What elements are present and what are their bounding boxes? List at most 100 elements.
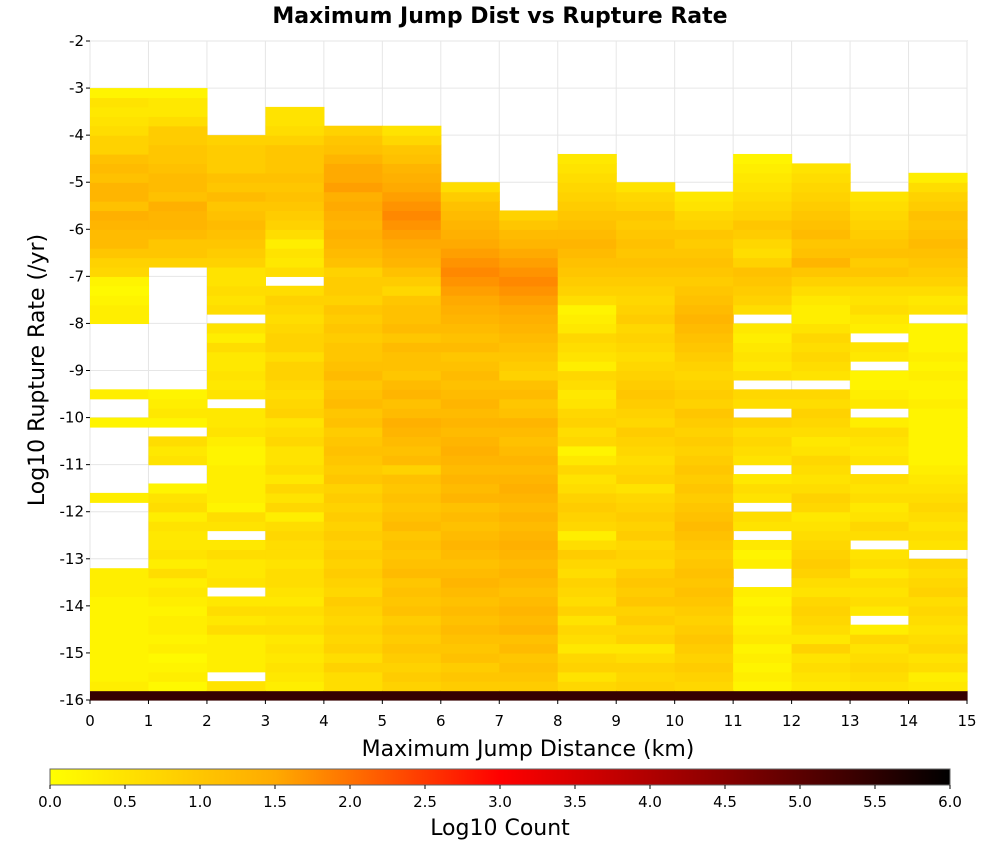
heatmap-cell <box>90 210 150 221</box>
heatmap-cell <box>382 276 442 287</box>
heatmap-cell <box>674 511 734 522</box>
heatmap-cell <box>674 690 734 701</box>
heatmap-cell <box>90 144 150 155</box>
heatmap-cell <box>148 219 208 230</box>
heatmap-cell <box>616 285 676 296</box>
heatmap-cell <box>206 370 266 381</box>
heatmap-cell <box>440 568 500 579</box>
heatmap-cell <box>148 455 208 466</box>
heatmap-cell <box>382 379 442 390</box>
heatmap-cell <box>791 182 851 193</box>
heatmap-cell <box>148 539 208 550</box>
heatmap-cell <box>616 229 676 240</box>
heatmap-cell <box>206 596 266 607</box>
heatmap-cell <box>90 605 150 616</box>
heatmap-cell <box>148 88 208 99</box>
heatmap-cell <box>791 342 851 353</box>
heatmap-cell <box>616 671 676 682</box>
heatmap-cell <box>674 426 734 437</box>
heatmap-cell <box>148 144 208 155</box>
heatmap-cell <box>791 530 851 541</box>
heatmap-cell <box>382 295 442 306</box>
heatmap-cell <box>791 304 851 315</box>
heatmap-cell <box>382 474 442 485</box>
heatmap-cell <box>382 577 442 588</box>
heatmap-cell <box>148 389 208 400</box>
heatmap-cell <box>908 615 968 626</box>
heatmap-cell <box>499 671 559 682</box>
heatmap-cell <box>908 662 968 673</box>
heatmap-cell <box>850 351 910 362</box>
heatmap-cell <box>148 125 208 136</box>
heatmap-cell <box>908 379 968 390</box>
heatmap-cell <box>323 483 383 494</box>
heatmap-cell <box>850 652 910 663</box>
heatmap-cell <box>674 596 734 607</box>
heatmap-cell <box>557 248 617 259</box>
y-tick-label: -14 <box>60 597 85 615</box>
heatmap-cell <box>440 436 500 447</box>
heatmap-cell <box>90 163 150 174</box>
heatmap-cell <box>850 483 910 494</box>
heatmap-cell <box>206 417 266 428</box>
heatmap-cell <box>206 643 266 654</box>
heatmap-cell <box>90 285 150 296</box>
heatmap-cell <box>674 492 734 503</box>
heatmap-cell <box>148 398 208 409</box>
heatmap-cell <box>733 474 793 485</box>
heatmap-cell <box>616 379 676 390</box>
heatmap-cell <box>206 201 266 212</box>
heatmap-cell <box>791 652 851 663</box>
heatmap-cell <box>791 577 851 588</box>
heatmap-cell <box>791 219 851 230</box>
heatmap-cell <box>499 624 559 635</box>
heatmap-cell <box>733 248 793 259</box>
heatmap-cell <box>557 238 617 249</box>
heatmap-cell <box>733 671 793 682</box>
heatmap-cell <box>850 370 910 381</box>
heatmap-cell <box>382 248 442 259</box>
heatmap-cell <box>323 389 383 400</box>
heatmap-cell <box>323 191 383 202</box>
heatmap-cell <box>616 492 676 503</box>
heatmap-cell <box>148 248 208 259</box>
heatmap-cell <box>850 577 910 588</box>
colorbar-tick-label: 1.0 <box>188 793 212 811</box>
heatmap-cell <box>557 389 617 400</box>
heatmap-cell <box>265 530 325 541</box>
heatmap-cell <box>850 662 910 673</box>
heatmap-cell <box>908 521 968 532</box>
heatmap-cell <box>265 624 325 635</box>
heatmap-cell <box>206 492 266 503</box>
heatmap-cell <box>908 530 968 541</box>
heatmap-cell <box>850 671 910 682</box>
heatmap-cell <box>616 539 676 550</box>
heatmap-cell <box>674 276 734 287</box>
x-tick-label: 2 <box>202 712 212 730</box>
heatmap-cell <box>850 210 910 221</box>
heatmap-cell <box>323 295 383 306</box>
heatmap-cell <box>557 587 617 598</box>
heatmap-cell <box>616 201 676 212</box>
heatmap-cell <box>850 342 910 353</box>
heatmap-cell <box>323 558 383 569</box>
heatmap-cell <box>440 474 500 485</box>
y-tick-label: -5 <box>69 173 84 191</box>
heatmap-cell <box>265 323 325 334</box>
heatmap-cell <box>850 549 910 560</box>
heatmap-cell <box>791 558 851 569</box>
heatmap-cell <box>499 492 559 503</box>
heatmap-cell <box>616 643 676 654</box>
heatmap-cell <box>323 577 383 588</box>
heatmap-cell <box>206 276 266 287</box>
heatmap-cell <box>791 521 851 532</box>
heatmap-cell <box>440 530 500 541</box>
heatmap-cell <box>440 314 500 325</box>
heatmap-cell <box>323 464 383 475</box>
heatmap-cell <box>323 634 383 645</box>
heatmap-cell <box>206 624 266 635</box>
heatmap-cell <box>206 238 266 249</box>
heatmap-cell <box>440 191 500 202</box>
heatmap-cell <box>499 511 559 522</box>
heatmap-cell <box>499 314 559 325</box>
